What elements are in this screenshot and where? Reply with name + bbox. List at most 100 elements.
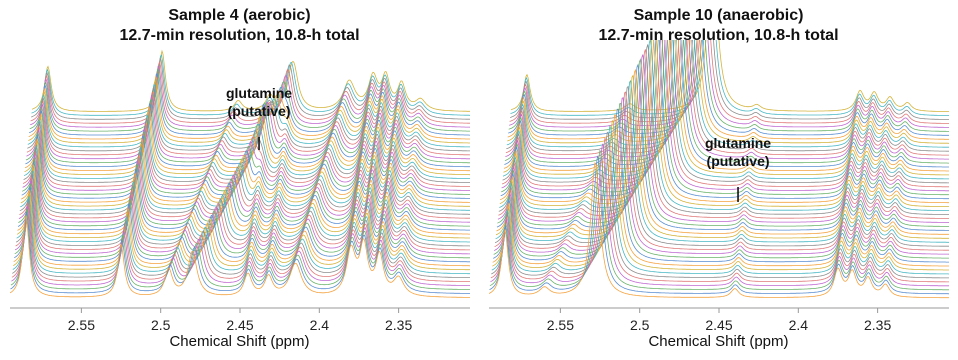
spectrum-trace — [497, 54, 949, 223]
spectrum-trace — [18, 156, 470, 227]
spectrum-trace — [19, 147, 470, 215]
spectrum-trace — [499, 40, 949, 207]
stacked-spectra-plot: 2.55 2.5 2.45 2.4 2.35 glutamine (putative) — [10, 49, 470, 333]
spectrum-trace — [499, 40, 949, 211]
spectrum-trace — [493, 97, 949, 255]
spectrum-trace — [492, 120, 949, 271]
chart-title: Sample 4 (aerobic) 12.7-min resolution, … — [0, 6, 479, 46]
spectrum-trace — [494, 85, 949, 247]
spectrum-trace — [508, 40, 949, 136]
spectrum-trace — [495, 79, 949, 243]
chart-panel-aerobic: Sample 4 (aerobic) 12.7-min resolution, … — [0, 6, 479, 350]
spectrum-trace — [16, 170, 470, 243]
spectrum-trace — [505, 40, 949, 156]
spectrum-trace — [490, 143, 949, 287]
spectrum-trace — [10, 208, 470, 290]
x-axis-label: Chemical Shift (ppm) — [169, 333, 310, 350]
spectrum-trace — [508, 40, 949, 128]
x-tick-label: 2.55 — [547, 317, 574, 333]
spectrum-trace — [15, 177, 470, 251]
spectrum-trace — [502, 40, 949, 184]
spectrum-trace — [21, 133, 470, 199]
trace-group — [10, 49, 470, 298]
x-tick-label: 2.55 — [68, 317, 95, 333]
spectrum-trace — [510, 40, 949, 112]
spectrum-trace — [12, 196, 470, 275]
x-tick-label: 2.4 — [310, 317, 330, 333]
spectrum-trace — [503, 40, 949, 176]
spectrum-trace — [14, 180, 470, 255]
spectrum-trace — [22, 122, 470, 187]
spectrum-trace — [13, 193, 470, 271]
spectrum-trace — [15, 174, 470, 247]
x-tick-label: 2.35 — [864, 317, 891, 333]
spectrum-trace — [504, 40, 949, 168]
annotation-label-line1: glutamine — [705, 135, 771, 151]
spectrum-trace — [507, 40, 949, 144]
spectrum-trace — [24, 111, 470, 176]
spectrum-trace — [19, 150, 470, 219]
spectrum-trace — [493, 103, 949, 259]
spectrum-trace — [509, 40, 949, 120]
spectrum-trace — [489, 155, 949, 295]
spectrum-trace — [501, 40, 949, 196]
spectrum-trace — [495, 74, 949, 239]
spectrum-trace — [505, 40, 949, 160]
spectrum-trace — [23, 113, 470, 179]
spectrum-trace — [23, 117, 470, 183]
chart-title-line1: Sample 4 (aerobic) — [168, 7, 311, 24]
spectrum-trace — [494, 91, 949, 251]
x-tick-label: 2.4 — [789, 317, 809, 333]
annotation-label-line1: glutamine — [226, 85, 292, 101]
spectrum-trace — [502, 40, 949, 180]
spectrum-trace — [492, 114, 949, 267]
spectrum-trace — [489, 149, 949, 291]
spectrum-trace — [509, 40, 949, 124]
spectrum-trace — [498, 44, 949, 215]
spectrum-trace — [20, 141, 470, 207]
spectrum-trace — [490, 137, 949, 283]
spectrum-trace — [11, 202, 470, 282]
spectrum-trace — [500, 40, 949, 200]
spectrum-trace — [31, 49, 470, 112]
annotation-label-line2: (putative) — [707, 153, 770, 169]
annotation-label-line2: (putative) — [228, 103, 291, 119]
spectrum-trace — [20, 144, 470, 211]
spectrum-trace — [491, 131, 949, 279]
chart-title-line1: Sample 10 (anaerobic) — [633, 7, 804, 24]
spectrum-trace — [17, 164, 470, 235]
spectrum-trace — [18, 153, 470, 223]
chart-title: Sample 10 (anaerobic) 12.7-min resolutio… — [479, 6, 958, 46]
spectrum-trace — [10, 212, 470, 294]
spectrum-trace — [507, 40, 949, 140]
spectrum-trace — [496, 68, 949, 235]
x-tick-label: 2.5 — [630, 317, 650, 333]
x-tick-label: 2.45 — [705, 317, 732, 333]
spectrum-trace — [17, 161, 470, 231]
x-tick-label: 2.5 — [151, 317, 171, 333]
spectrum-trace — [11, 205, 470, 286]
spectrum-trace — [500, 40, 949, 204]
spectrum-trace — [491, 125, 949, 275]
spectrum-trace — [496, 63, 949, 231]
stacked-spectra-plot: 2.55 2.5 2.45 2.4 2.35 glutamine (putative) — [489, 40, 949, 333]
spectrum-trace — [22, 125, 470, 191]
spectrum-trace — [504, 40, 949, 164]
spectrum-trace — [10, 215, 470, 298]
x-tick-label: 2.35 — [385, 317, 412, 333]
spectrum-trace — [16, 167, 470, 239]
spectrum-trace — [493, 108, 949, 263]
spectrum-trace — [14, 183, 470, 259]
spectrum-trace — [501, 40, 949, 188]
spectrum-trace — [21, 137, 470, 203]
spectrum-trace — [510, 40, 949, 116]
spectrum-trace — [489, 161, 949, 299]
spectrum-trace — [506, 40, 949, 148]
chart-title-line2: 12.7-min resolution, 10.8-h total — [598, 27, 839, 44]
spectrum-trace — [503, 40, 949, 172]
spectrum-trace — [22, 131, 470, 195]
chart-title-line2: 12.7-min resolution, 10.8-h total — [119, 27, 360, 44]
spectrum-trace — [13, 189, 470, 267]
spectrum-trace — [25, 103, 470, 168]
spectrum-trace — [506, 40, 949, 152]
